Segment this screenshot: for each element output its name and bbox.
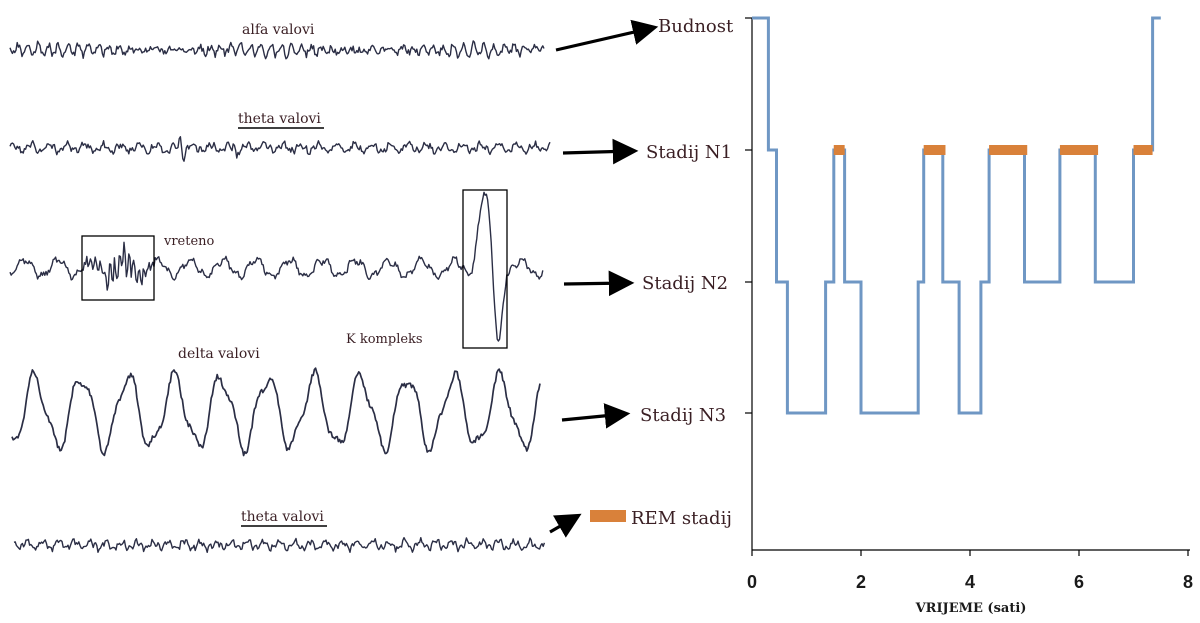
rem-period-3 [1059,145,1099,155]
theta-wave-trace-n1 [9,136,551,162]
x-tick-label-0: 0 [747,572,757,592]
delta-wave-label: delta valovi [178,346,260,362]
hypnogram-line [752,16,1161,415]
rem-period-2 [989,145,1028,155]
stage-label-n3: Stadij N3 [640,405,726,426]
alfa-wave-label: alfa valovi [242,22,315,38]
arrow-to-n1 [562,138,639,165]
theta-wave-label-rem: theta valovi [241,509,324,525]
k-complex-box [462,189,508,349]
stage-label-budnost: Budnost [658,16,734,37]
x-tick-label-2: 2 [856,572,866,592]
k-complex-label: K kompleks [346,332,423,347]
x-tick-label-4: 4 [965,572,975,592]
stage-label-n2: Stadij N2 [642,273,728,294]
rem-periods [833,145,1153,155]
stage-label-rem: REM stadij [631,508,732,529]
arrow-to-budnost [555,19,659,52]
arrow-to-n2 [563,270,635,297]
arrow-to-rem [549,513,582,538]
rem-period-0 [833,145,845,155]
theta-wave-trace-rem [13,537,546,553]
x-tick-label-6: 6 [1074,572,1084,592]
delta-wave-trace [11,367,541,457]
vreteno-label: vreteno [163,234,215,249]
stage-label-n1: Stadij N1 [646,142,732,163]
theta-wave-label-n1: theta valovi [238,111,321,127]
rem-legend-swatch [590,510,626,522]
arrow-to-n3 [561,403,631,429]
eeg-traces [9,40,551,553]
x-axis-title: VRIJEME (sati) [915,601,1027,616]
n2-wave-trace [9,191,544,342]
x-tick-label-8: 8 [1183,572,1193,592]
stage-arrows [549,19,659,538]
rem-period-1 [923,145,946,155]
spindle-box [81,235,155,301]
x-ticks: 0 2 4 6 8 [747,550,1193,592]
hypnogram-chart: 0 2 4 6 8 VRIJEME (sati) [745,16,1193,616]
alfa-wave-trace [9,40,545,60]
y-tick-marks [745,17,752,414]
rem-period-4 [1133,145,1153,155]
